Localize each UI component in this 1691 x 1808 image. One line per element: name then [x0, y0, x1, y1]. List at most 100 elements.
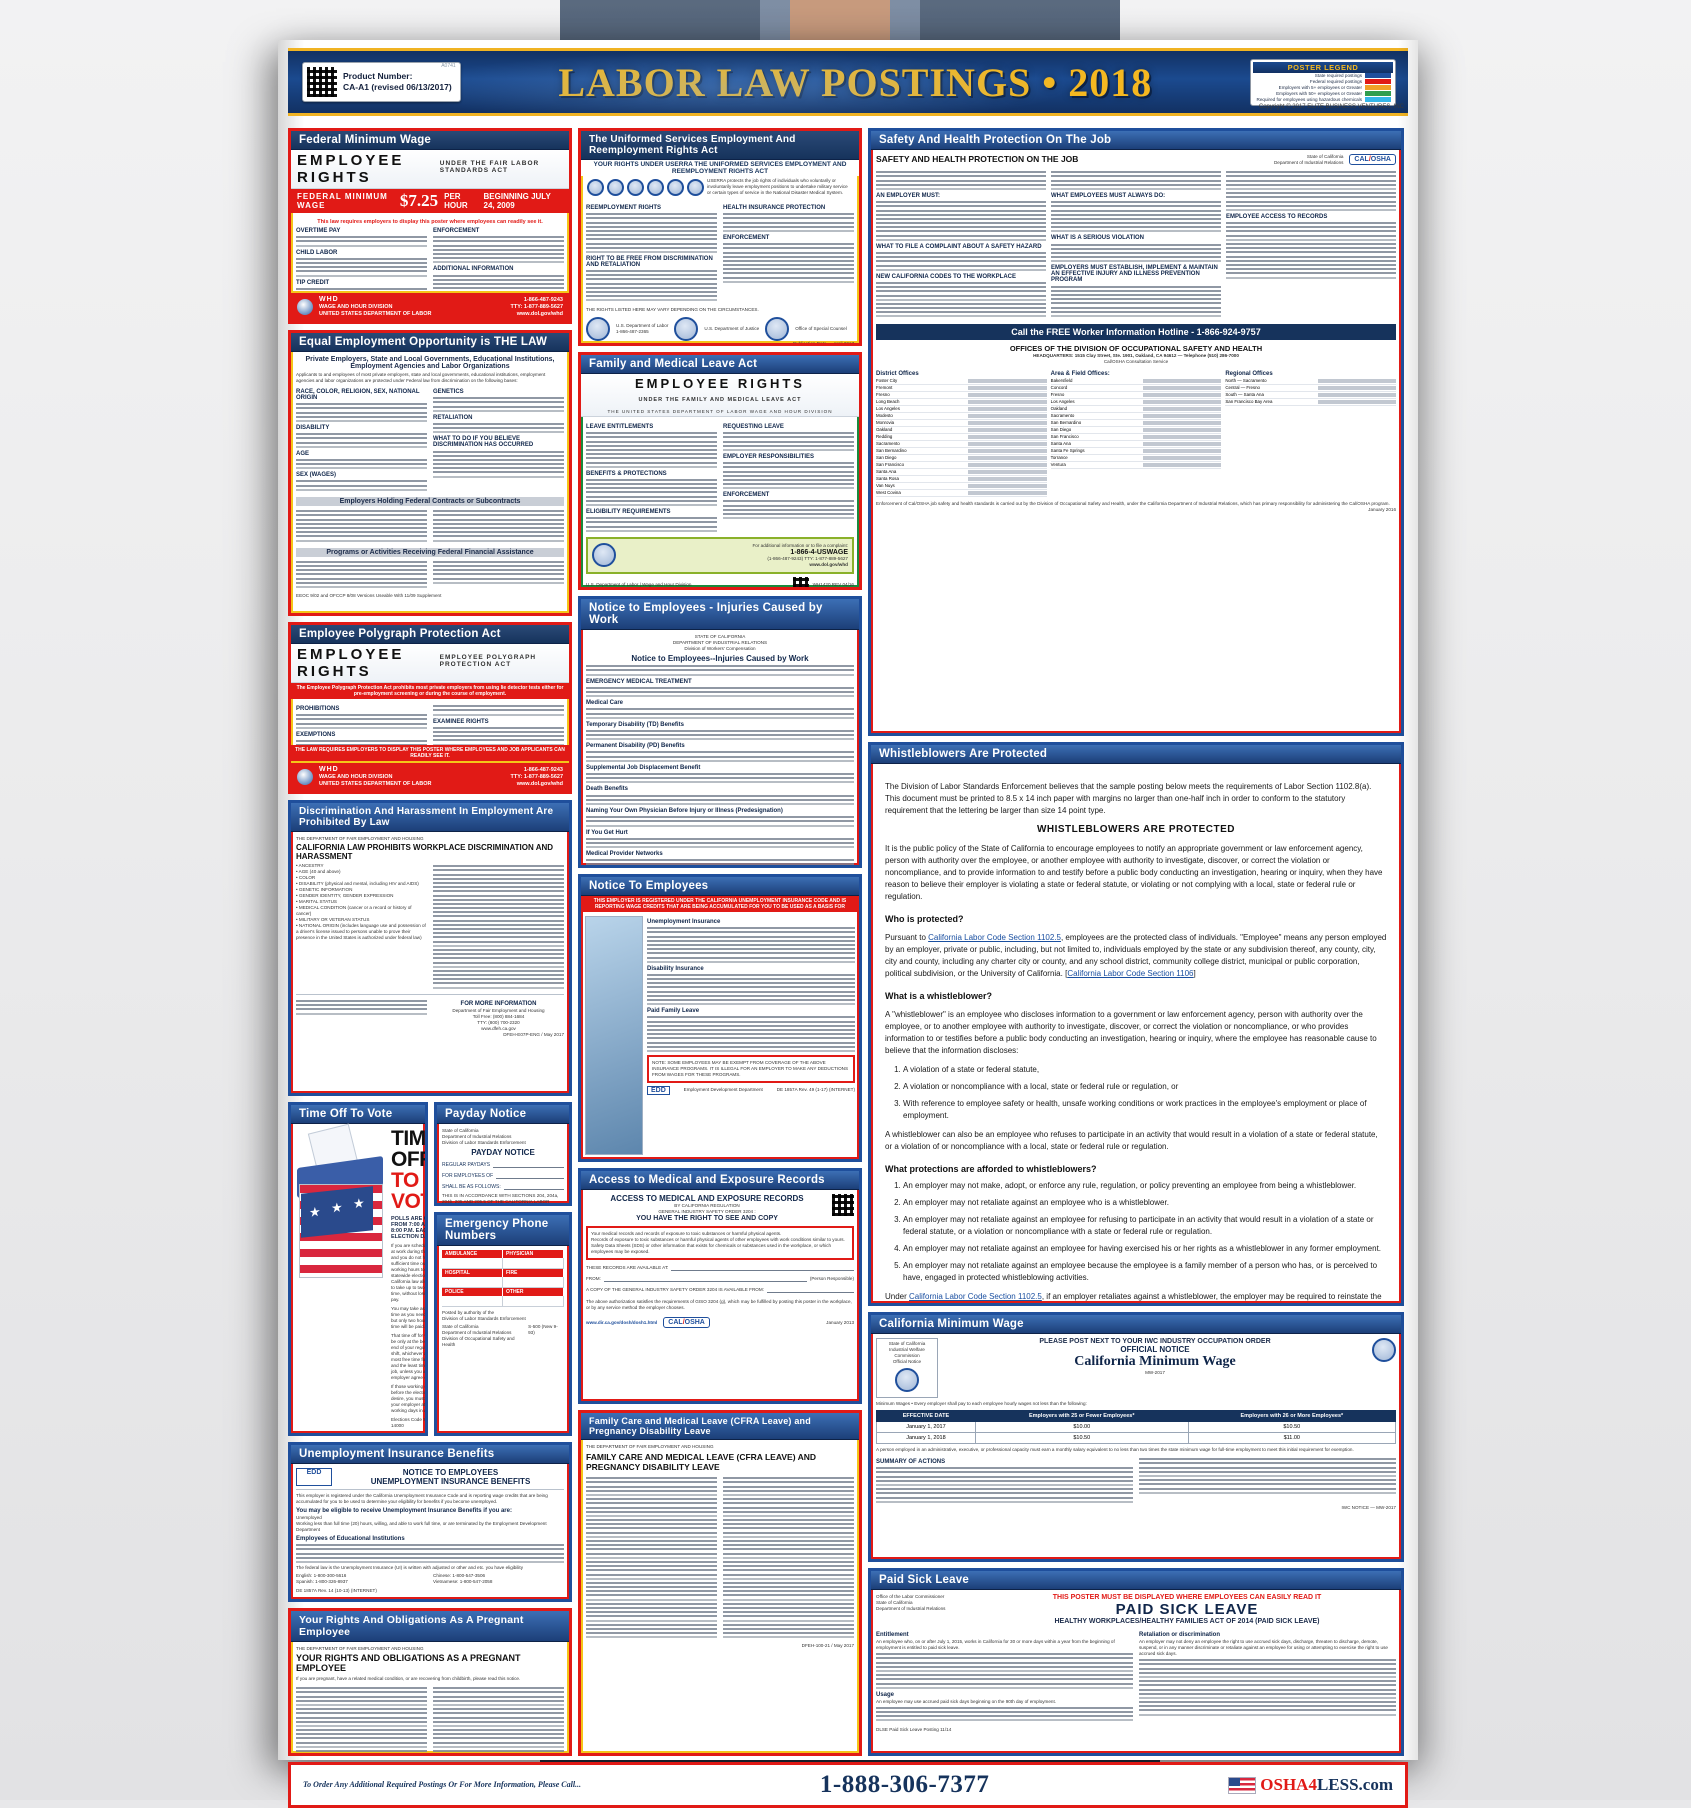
text-column-1: SUMMARY OF ACTIONS	[876, 1456, 1133, 1505]
field-line[interactable]	[766, 1285, 854, 1293]
table-row[interactable]	[442, 1277, 564, 1288]
field-line[interactable]	[503, 1182, 564, 1190]
field-shall-be-as-follows[interactable]: SHALL BE AS FOLLOWS:	[442, 1182, 564, 1190]
panel-title: Whistleblowers Are Protected	[871, 745, 1401, 764]
field-label: FOR EMPLOYEES OF	[442, 1173, 494, 1179]
labor-code-1102-5-link[interactable]: California Labor Code Section 1102.5	[928, 933, 1061, 942]
office-address-line	[968, 469, 1047, 474]
office-address-line	[968, 462, 1047, 467]
office-address-line	[968, 392, 1047, 397]
commission-name: Industrial Welfare Commission	[889, 1347, 925, 1358]
post-note: THIS POSTER MUST BE DISPLAYED WHERE EMPL…	[1052, 1594, 1322, 1601]
flag-blue-field: ★ ★ ★	[301, 1186, 373, 1238]
office-city: Torrance	[1050, 454, 1068, 460]
office-row: San Bernardino	[1050, 420, 1222, 427]
panel-userra: The Uniformed Services Employment And Re…	[578, 128, 862, 346]
field-label: A COPY OF THE GENERAL INDUSTRY SAFETY OR…	[586, 1287, 764, 1292]
edd-logo-icon: EDD	[647, 1085, 670, 1095]
office-city: Santa Fe Springs	[1050, 447, 1085, 453]
state-name: State of California	[1306, 154, 1344, 159]
office-address-line	[968, 490, 1047, 495]
panel-body: This law requires employers to display t…	[291, 213, 569, 291]
field-records-location[interactable]: THESE RECORDS ARE AVAILABLE AT:	[586, 1263, 854, 1271]
field-from[interactable]: FROM: (Person Responsible)	[586, 1274, 854, 1282]
userra-note: THE RIGHTS LISTED HERE MAY VARY DEPENDIN…	[586, 306, 759, 312]
table-cell: $11.00	[1187, 1432, 1397, 1444]
brand-4: 4	[1308, 1775, 1317, 1794]
field-for-employees-of[interactable]: FOR EMPLOYEES OF	[442, 1171, 564, 1179]
bullet-item: • AGE (40 and above)	[296, 869, 341, 874]
language-phone-lines: English: 1-800-300-5616 Spanish: 1-800-3…	[296, 1573, 564, 1585]
section-heading: EXEMPTIONS	[296, 731, 336, 738]
labor-code-1102-5-link-2[interactable]: California Labor Code Section 1102.5	[909, 1292, 1042, 1301]
footer-two-column: FOR MORE INFORMATION Department of Fair …	[296, 998, 564, 1032]
dept-name: THE DEPARTMENT OF FAIR EMPLOYMENT AND HO…	[296, 1646, 424, 1651]
office-city: Central — Fresno	[1225, 384, 1260, 390]
office-row: West Covina	[876, 490, 1047, 497]
employee-rights-strip: EMPLOYEE RIGHTS UNDER THE FAIR LABOR STA…	[291, 150, 569, 189]
legend-swatch	[1365, 91, 1391, 96]
bullet-item: • MILITARY OR VETERAN STATUS	[296, 917, 370, 922]
employee-rights-heading: EMPLOYEE RIGHTS	[297, 152, 405, 186]
office-address-line	[968, 420, 1047, 425]
column-heading: Area & Field Offices:	[1050, 370, 1110, 377]
panel-pregnant-employee-rights: Your Rights And Obligations As A Pregnan…	[288, 1608, 572, 1756]
section-heading: If You Get Hurt	[586, 829, 628, 836]
fmla-phone-2: (1-866-487-9243) TTY: 1-877-889-5627	[767, 555, 848, 561]
panel-california-minimum-wage: California Minimum Wage State of Califor…	[868, 1312, 1404, 1562]
field-order-copy[interactable]: A COPY OF THE GENERAL INDUSTRY SAFETY OR…	[586, 1285, 854, 1293]
brand-logo[interactable]: OSHA4LESS.com	[1228, 1775, 1393, 1795]
office-city: Oakland	[1050, 405, 1068, 411]
poster-masthead: Product Number: CA-A1 (revised 06/13/201…	[288, 48, 1408, 116]
federal-note: The federal law is the Unemployment Insu…	[296, 1565, 523, 1571]
panel-body: State of California Industrial Welfare C…	[871, 1334, 1401, 1559]
office-address-line	[968, 483, 1047, 488]
table-row[interactable]	[442, 1296, 564, 1307]
text-column-2	[1139, 1456, 1396, 1505]
office-address-line	[1142, 378, 1222, 383]
labor-law-poster: Product Number: CA-A1 (revised 06/13/201…	[278, 40, 1418, 1808]
wage-amount: $7.25	[399, 191, 439, 210]
field-line[interactable]	[496, 1171, 564, 1179]
field-line[interactable]	[493, 1160, 564, 1168]
office-address-line	[1142, 420, 1222, 425]
field-line[interactable]	[671, 1263, 854, 1271]
star-icon: ★	[353, 1195, 365, 1212]
field-line[interactable]	[603, 1274, 807, 1282]
table-cell: $10.50	[1187, 1421, 1397, 1433]
office-row: Redding	[876, 434, 1047, 441]
agency-dol-phone: 1-866-487-2365	[616, 328, 649, 334]
injury-sections: EMERGENCY MEDICAL TREATMENT Medical Care T…	[586, 679, 854, 865]
office-row: Los Angeles	[1050, 399, 1222, 406]
panel-title: Safety And Health Protection On The Job	[871, 131, 1401, 150]
office-city: San Francisco Bay Area	[1225, 398, 1273, 404]
more-info-heading: FOR MORE INFORMATION	[460, 1000, 537, 1007]
vote-subhead: POLLS ARE OPEN FROM 7:00 A.M. TO 8:00 P.…	[391, 1216, 428, 1240]
bullet-item: Records of exposure to toxic substances …	[591, 1237, 845, 1242]
photo-image	[585, 916, 643, 1155]
office-city: Van Nuys	[876, 482, 895, 488]
two-column-text: • ANCESTRY • AGE (40 and above) • COLOR • D…	[296, 863, 564, 991]
legend-row: Employers with 5+ employees or Greater	[1253, 85, 1393, 91]
table-row[interactable]	[442, 1258, 564, 1269]
panel-title: Time Off To Vote	[291, 1105, 425, 1124]
text-column-2	[433, 863, 564, 991]
office-city: Long Beach	[876, 398, 900, 404]
legend-label: Employers with 5+ employees or Greater	[1278, 84, 1362, 90]
agency-contact: 1-866-487-9243 TTY: 1-877-889-5627 www.d…	[511, 297, 563, 318]
two-column-text	[296, 1685, 564, 1753]
whd-footer-bar: WHD WAGE AND HOUR DIVISION UNITED STATES…	[291, 291, 569, 321]
section-heading: CALIFORNIA LAW PROHIBITS WORKPLACE DISCR…	[296, 843, 554, 861]
educational-institutions-heading: Employees of Educational Institutions	[296, 1536, 405, 1542]
qr-code-icon	[307, 67, 337, 97]
office-address-line	[1142, 406, 1222, 411]
panel-body: The Division of Labor Standards Enforcem…	[871, 764, 1401, 1303]
records-heading: ACCESS TO MEDICAL AND EXPOSURE RECORDS	[610, 1194, 804, 1203]
list-item: An employer may not retaliate against an…	[903, 1214, 1387, 1238]
two-column-text: Entitlement An employee who, on or after…	[876, 1629, 1396, 1724]
field-regular-paydays[interactable]: REGULAR PAYDAYS	[442, 1160, 564, 1168]
cal-osha-logo: CAL/OSHA	[663, 1317, 710, 1328]
office-address-line	[1317, 392, 1397, 397]
panel-body: Unemployment Insurance Disability Insura…	[581, 912, 859, 1159]
labor-code-1106-link[interactable]: California Labor Code Section 1106	[1067, 969, 1194, 978]
